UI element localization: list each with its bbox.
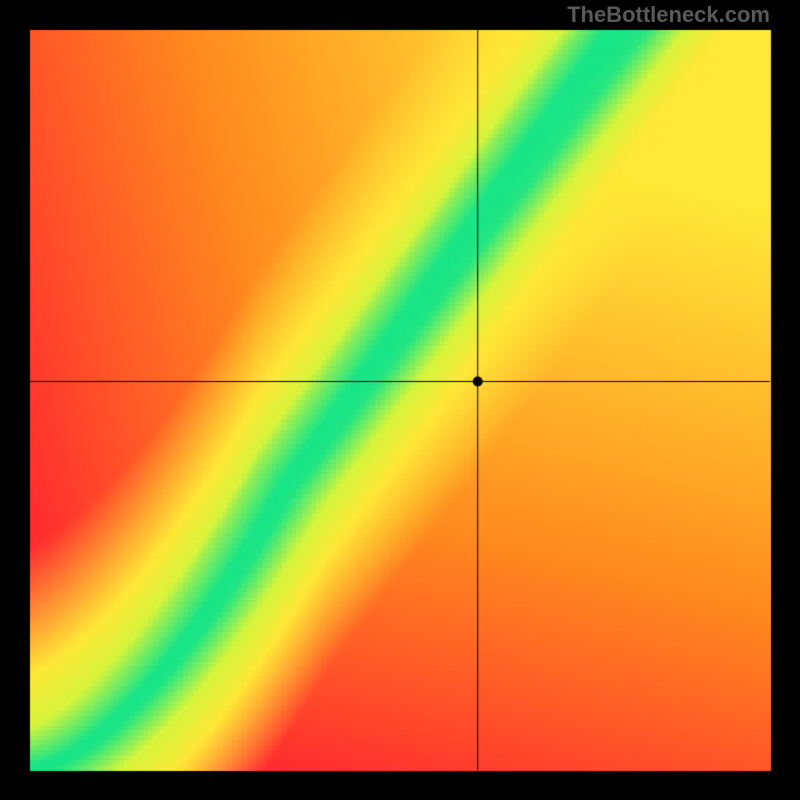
chart-container: TheBottleneck.com [0,0,800,800]
heatmap-canvas [0,0,800,800]
